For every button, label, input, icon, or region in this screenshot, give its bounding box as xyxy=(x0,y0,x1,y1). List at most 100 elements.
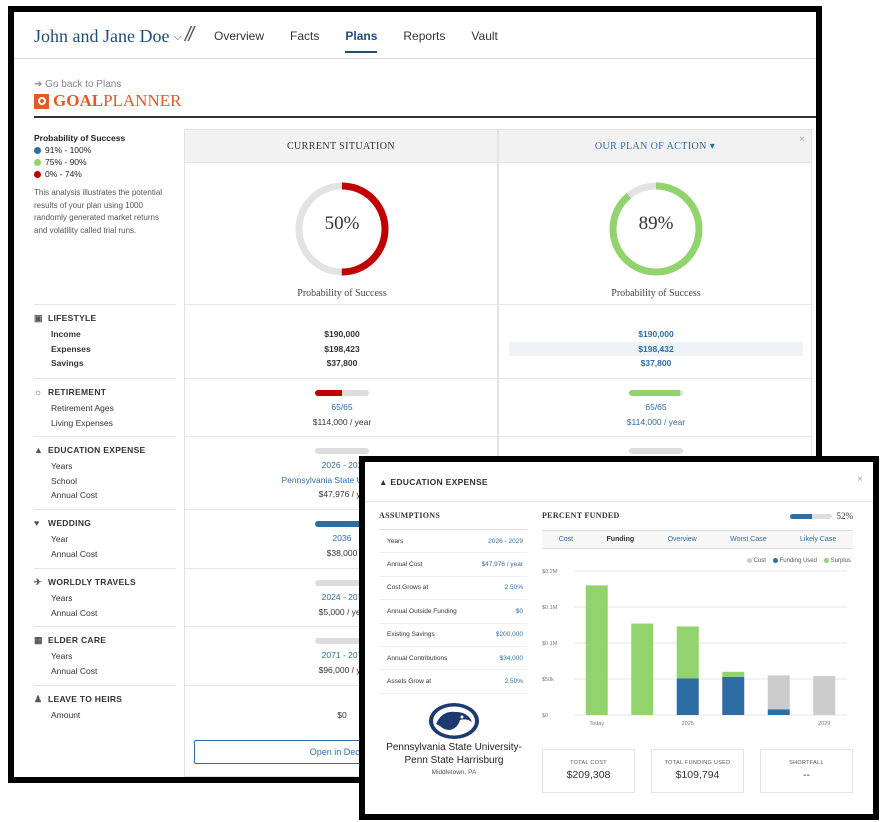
assumption-row[interactable]: Annual Contributions $34,000 xyxy=(379,647,527,671)
education-school-link[interactable]: Pennsylvania State University-P xyxy=(281,474,403,485)
row-label: Years xyxy=(51,593,73,603)
current-situation-heading: CURRENT SITUATION xyxy=(185,130,497,163)
legend-dot-icon xyxy=(823,558,829,563)
travels-progress-bar xyxy=(315,580,369,586)
divider-slashes: // xyxy=(185,24,194,46)
top-header: John and Jane Doe ⌵ // Overview Facts Pla… xyxy=(14,12,816,59)
retirement-progress-bar xyxy=(315,390,369,396)
close-icon[interactable]: × xyxy=(857,474,863,485)
current-wedding: 2036 $38,000 xyxy=(185,509,499,568)
section-leave-to-heirs: ♟ LEAVE TO HEIRS Amount xyxy=(34,685,176,723)
section-lifestyle: ▣ LIFESTYLE Income Expenses Savings xyxy=(34,304,176,371)
current-education: 2026 - 202 Pennsylvania State University… xyxy=(185,436,499,509)
living-expenses-link[interactable]: $114,000 / year xyxy=(626,416,686,427)
chart-tabs: Cost Funding Overview Worst Case Likely … xyxy=(542,530,853,549)
assumption-row[interactable]: Annual Cost $47,976 / year xyxy=(379,553,527,577)
tab-worst-case[interactable]: Worst Case xyxy=(730,536,767,543)
green-dot-icon xyxy=(34,159,41,166)
nav-vault[interactable]: Vault xyxy=(471,29,498,43)
bar-funding-used xyxy=(676,678,699,715)
tab-overview[interactable]: Overview xyxy=(667,536,697,543)
education-cost-value: $47,976 / ye xyxy=(318,489,366,500)
back-link[interactable]: ➔ Go back to Plans xyxy=(34,79,121,90)
elder-care-progress-bar xyxy=(315,638,369,644)
income-value[interactable]: $190,000 xyxy=(638,329,674,339)
current-travels: 2024 - 207 $5,000 / yea xyxy=(185,568,499,626)
savings-value[interactable]: $37,800 xyxy=(640,358,672,369)
elder-care-years-link[interactable]: 2071 - 207 xyxy=(321,650,363,660)
plan-education xyxy=(499,436,813,476)
row-label: School xyxy=(51,475,77,486)
row-label: Retirement Ages xyxy=(51,403,114,413)
elder-care-cost-value: $96,000 / ye xyxy=(318,664,366,675)
current-heirs: $0 xyxy=(185,685,499,735)
probability-value: 50% xyxy=(324,213,360,234)
client-selector[interactable]: John and Jane Doe ⌵ xyxy=(34,26,182,47)
money-icon: ▣ xyxy=(34,313,43,323)
living-expenses-value: $114,000 / year xyxy=(312,416,372,427)
nav-plans[interactable]: Plans xyxy=(345,29,378,53)
probability-ring xyxy=(295,182,389,276)
percent-funded-bar xyxy=(790,514,832,519)
chart-legend: Cost Funding Used Surplus xyxy=(742,558,851,564)
bar-funding-used xyxy=(767,709,790,715)
plan-lifestyle: $190,000 $198,432 $37,800 xyxy=(499,304,813,378)
tab-likely-case[interactable]: Likely Case xyxy=(800,536,837,543)
expenses-value[interactable]: $198,432 xyxy=(509,341,803,357)
plan-of-action-column: OUR PLAN OF ACTION ▾ × 89% Probability o… xyxy=(498,129,813,777)
bar-cost xyxy=(767,675,790,710)
bar-cost xyxy=(813,676,836,715)
current-retirement: 65/65 $114,000 / year xyxy=(185,378,499,436)
percent-funded-panel: PERCENT FUNDED 52% Cost Funding Overview… xyxy=(542,511,854,564)
legend-dot-icon xyxy=(772,558,778,563)
bar-surplus xyxy=(585,585,608,715)
tab-cost[interactable]: Cost xyxy=(558,536,574,543)
bar-surplus xyxy=(676,626,699,679)
assumption-row[interactable]: Years 2026 - 2029 xyxy=(379,530,527,554)
probability-value: 89% xyxy=(638,213,674,234)
chevron-down-icon: ⌵ xyxy=(173,31,182,43)
assumption-row[interactable]: Cost Grows at 2.50% xyxy=(379,577,527,601)
assumptions-title: ASSUMPTIONS xyxy=(379,511,527,530)
assumptions-panel: ASSUMPTIONS Years 2026 - 2029 Annual Cost… xyxy=(379,511,527,694)
school-location: Middletown, PA xyxy=(431,769,477,776)
legend-item-high: 91% - 100% xyxy=(34,144,125,156)
education-expense-modal: ▲ EDUCATION EXPENSE × ASSUMPTIONS Years 2… xyxy=(359,456,879,820)
section-elder-care: ▦ ELDER CARE Years Annual Cost xyxy=(34,626,176,678)
row-label: Annual Cost xyxy=(51,548,98,559)
section-worldly-travels: ✈ WORLDLY TRAVELS Years Annual Cost xyxy=(34,568,176,620)
nav-overview[interactable]: Overview xyxy=(214,29,265,43)
legend-item-low: 0% - 74% xyxy=(34,168,125,180)
assumption-row[interactable]: Annual Outside Funding $0 xyxy=(379,600,527,624)
y-tick-label: $0.1M xyxy=(542,641,558,647)
retirement-ages-link[interactable]: 65/65 xyxy=(331,402,353,412)
education-years-link[interactable]: 2026 - 202 xyxy=(321,460,363,470)
wedding-year-link[interactable]: 2036 xyxy=(332,533,352,543)
row-label: Amount xyxy=(51,710,81,720)
row-label: Annual Cost xyxy=(51,490,98,501)
wedding-progress-bar xyxy=(315,521,369,527)
percent-funded-title: PERCENT FUNDED xyxy=(542,511,620,520)
probability-label: Probability of Success xyxy=(611,288,701,299)
close-icon[interactable]: × xyxy=(799,134,805,145)
plan-selector[interactable]: OUR PLAN OF ACTION ▾ xyxy=(499,130,811,163)
assumption-row[interactable]: Assets Grow at 2.50% xyxy=(379,670,527,694)
row-label: Year xyxy=(51,534,69,544)
income-value: $190,000 xyxy=(324,329,360,339)
retirement-progress-bar xyxy=(629,390,683,396)
section-wedding: ♥ WEDDING Year Annual Cost xyxy=(34,509,176,561)
assumption-row[interactable]: Existing Savings $200,000 xyxy=(379,624,527,647)
current-elder-care: 2071 - 207 $96,000 / ye xyxy=(185,626,499,685)
heart-icon: ♥ xyxy=(34,518,40,528)
total-cost-card: TOTAL COST $209,308 xyxy=(542,749,635,793)
travels-years-link[interactable]: 2024 - 207 xyxy=(321,592,363,602)
graduation-cap-icon: ▲ xyxy=(34,445,44,455)
row-label: Income xyxy=(51,329,81,339)
row-label: Living Expenses xyxy=(51,417,113,428)
nav-reports[interactable]: Reports xyxy=(403,29,446,43)
retirement-ages-link[interactable]: 65/65 xyxy=(645,402,667,412)
tab-funding[interactable]: Funding xyxy=(606,536,635,543)
percent-funded-value: 52% xyxy=(836,511,854,521)
nav-facts[interactable]: Facts xyxy=(290,29,320,43)
funding-chart: $0.2M $0.1M $0.1M $50k $0 Today 2025 2029 xyxy=(542,569,847,727)
